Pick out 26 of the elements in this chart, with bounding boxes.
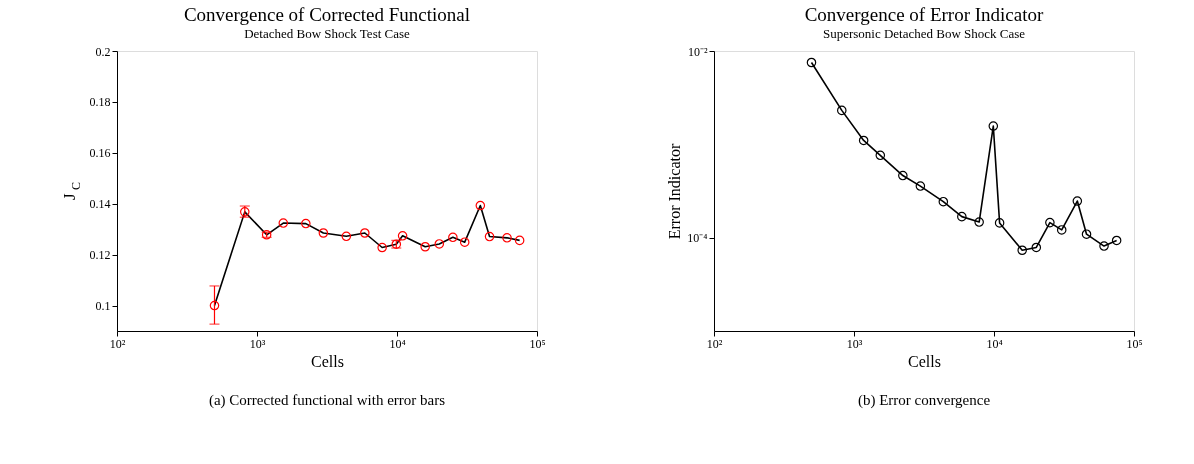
x-axis-title: Cells xyxy=(908,352,941,370)
y-tick-label: 0.18 xyxy=(89,95,111,110)
x-tick-label: 10³ xyxy=(846,336,863,351)
x-tick-label: 10³ xyxy=(249,336,266,351)
x-tick-label: 10⁵ xyxy=(529,336,546,351)
y-tick-label: 0.2 xyxy=(95,44,111,59)
y-tick-label: 0.16 xyxy=(89,146,111,161)
chart-title: Convergence of Corrected Functional xyxy=(183,4,471,25)
chart-title: Convergence of Error Indicator xyxy=(804,4,1044,25)
text: (b) Error convergence xyxy=(857,392,991,409)
y-tick-label: 0.12 xyxy=(89,248,111,263)
y-tick-label: 0.14 xyxy=(89,197,111,212)
x-axis-title: Cells xyxy=(311,352,344,370)
chart-subtitle: Supersonic Detached Bow Shock Case xyxy=(822,26,1026,41)
y-axis-title: JC xyxy=(60,181,83,200)
x-tick-label: 10⁴ xyxy=(986,336,1003,351)
x-tick-label: 10² xyxy=(109,336,126,351)
text: (a) Corrected functional with error bars xyxy=(208,392,446,409)
chart-subtitle: Detached Bow Shock Test Case xyxy=(244,26,411,41)
x-tick-label: 10⁵ xyxy=(1126,336,1143,351)
y-tick-label: 10⁻² xyxy=(687,44,708,59)
x-tick-label: 10² xyxy=(706,336,723,351)
y-tick-label: 0.1 xyxy=(95,299,111,314)
y-axis-title: Error Indicator xyxy=(666,143,684,240)
x-tick-label: 10⁴ xyxy=(389,336,406,351)
y-tick-label: 10⁻⁴ xyxy=(687,231,708,246)
